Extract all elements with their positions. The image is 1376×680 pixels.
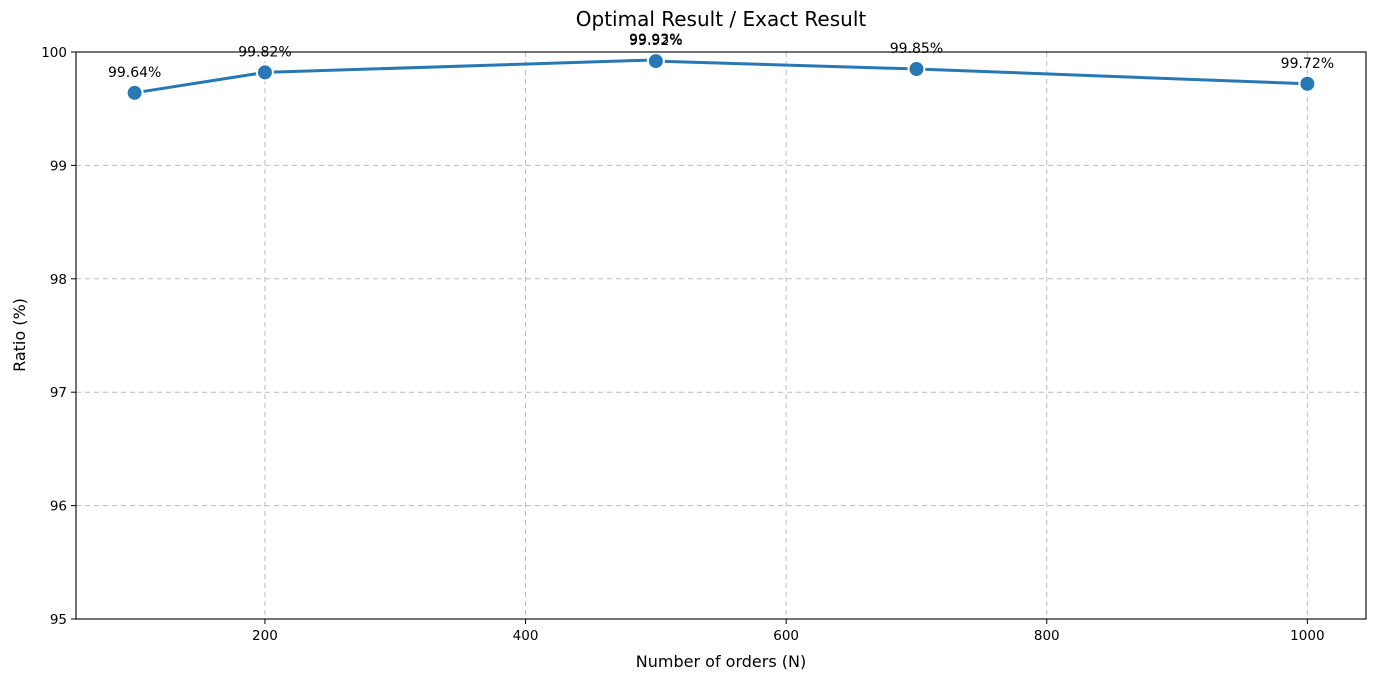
series-line	[134, 58, 1308, 95]
data-label: 99.64%	[108, 65, 161, 81]
x-axis-label: Number of orders (N)	[636, 652, 806, 671]
x-tick-label: 800	[1034, 628, 1060, 644]
y-axis-ticks: 95 96 97 98 99 100	[41, 45, 76, 628]
data-point	[255, 63, 274, 82]
grid-layer	[76, 52, 1366, 619]
data-label: 99.72%	[1281, 56, 1334, 72]
plot-frame	[75, 51, 1367, 620]
data-point	[907, 60, 926, 79]
y-tick-label: 95	[50, 612, 67, 628]
x-axis-ticks: 200 400 600 800 1000	[252, 619, 1325, 644]
x-tick-label: 400	[513, 628, 539, 644]
y-tick-label: 97	[50, 385, 67, 401]
data-label-layer: 99.64%99.82%99.93%99.92% 99.85%99.72%	[108, 32, 1334, 81]
y-axis-label: Ratio (%)	[10, 298, 29, 372]
marker-layer	[125, 50, 1317, 102]
data-label: 99.92%	[629, 33, 682, 49]
y-tick-label: 99	[50, 158, 67, 174]
series-layer	[134, 58, 1308, 95]
data-point	[125, 83, 144, 102]
data-point	[646, 52, 665, 71]
y-tick-label: 98	[50, 272, 67, 288]
x-tick-label: 1000	[1290, 628, 1324, 644]
data-label: 99.85%	[890, 41, 943, 57]
data-label: 99.93%	[629, 32, 682, 48]
x-tick-label: 600	[773, 628, 799, 644]
x-tick-label: 200	[252, 628, 278, 644]
data-point	[1298, 74, 1317, 93]
y-tick-label: 100	[41, 45, 67, 61]
y-tick-label: 96	[50, 499, 67, 515]
chart-title: Optimal Result / Exact Result	[576, 7, 867, 31]
